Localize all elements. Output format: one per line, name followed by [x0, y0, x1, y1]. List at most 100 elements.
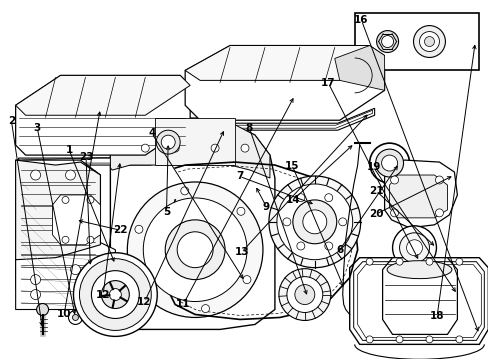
Text: 12: 12	[137, 297, 151, 307]
Polygon shape	[389, 175, 447, 218]
Circle shape	[31, 289, 41, 300]
Polygon shape	[155, 118, 235, 165]
Circle shape	[455, 336, 462, 343]
Circle shape	[381, 36, 393, 48]
Circle shape	[268, 176, 360, 268]
Circle shape	[381, 155, 397, 171]
Circle shape	[419, 32, 439, 51]
Text: 22: 22	[113, 225, 127, 235]
Bar	[354, 13, 478, 71]
Circle shape	[135, 225, 142, 233]
Circle shape	[72, 315, 78, 320]
Circle shape	[296, 242, 304, 250]
Circle shape	[413, 26, 445, 58]
Circle shape	[366, 258, 372, 265]
Circle shape	[87, 236, 94, 243]
Polygon shape	[16, 75, 190, 115]
Circle shape	[395, 336, 402, 343]
Circle shape	[70, 265, 81, 275]
Polygon shape	[185, 45, 384, 80]
Text: 15: 15	[285, 161, 299, 171]
Circle shape	[201, 305, 209, 312]
Circle shape	[435, 176, 443, 184]
Polygon shape	[382, 258, 456, 334]
Polygon shape	[384, 160, 456, 228]
Text: 17: 17	[321, 78, 335, 88]
Polygon shape	[19, 151, 185, 165]
Circle shape	[165, 220, 224, 280]
Circle shape	[406, 240, 422, 256]
Circle shape	[324, 242, 332, 250]
Circle shape	[87, 197, 94, 203]
Polygon shape	[52, 195, 100, 245]
Polygon shape	[334, 45, 384, 90]
Polygon shape	[185, 45, 384, 120]
Circle shape	[241, 144, 248, 152]
Circle shape	[127, 182, 263, 318]
Circle shape	[80, 259, 151, 330]
Circle shape	[161, 135, 175, 149]
Text: 4: 4	[148, 129, 155, 138]
Circle shape	[375, 149, 403, 177]
Circle shape	[283, 218, 290, 226]
Circle shape	[65, 170, 75, 180]
Circle shape	[91, 271, 139, 319]
Circle shape	[68, 310, 82, 324]
Circle shape	[37, 303, 48, 315]
Text: 2: 2	[8, 116, 15, 126]
Circle shape	[62, 197, 69, 203]
Circle shape	[455, 258, 462, 265]
Circle shape	[392, 226, 436, 270]
Polygon shape	[16, 160, 100, 289]
Circle shape	[156, 130, 180, 154]
Polygon shape	[110, 118, 274, 329]
Circle shape	[243, 276, 250, 284]
Text: 6: 6	[335, 245, 343, 255]
Text: 11: 11	[176, 299, 190, 309]
Circle shape	[399, 233, 428, 263]
Circle shape	[425, 258, 432, 265]
Circle shape	[276, 184, 352, 260]
Text: 1: 1	[65, 144, 72, 154]
Circle shape	[366, 336, 372, 343]
Text: 8: 8	[245, 123, 252, 133]
Text: 21: 21	[368, 186, 383, 196]
Text: 9: 9	[263, 202, 269, 212]
Polygon shape	[188, 108, 374, 130]
Circle shape	[390, 176, 398, 184]
Circle shape	[302, 210, 326, 234]
Ellipse shape	[386, 261, 451, 279]
Circle shape	[141, 144, 149, 152]
Circle shape	[85, 289, 95, 300]
Circle shape	[73, 253, 157, 336]
Circle shape	[181, 187, 188, 195]
Polygon shape	[16, 238, 115, 310]
Circle shape	[390, 209, 398, 217]
Circle shape	[177, 232, 213, 268]
Circle shape	[62, 236, 69, 243]
Text: 13: 13	[234, 247, 249, 257]
Circle shape	[292, 200, 336, 244]
Text: 12: 12	[96, 290, 110, 300]
Text: 16: 16	[353, 15, 368, 26]
Text: 19: 19	[366, 162, 380, 172]
Text: 10: 10	[57, 310, 71, 319]
Circle shape	[31, 275, 41, 285]
Circle shape	[109, 289, 121, 301]
Text: 7: 7	[235, 171, 243, 181]
Text: 18: 18	[429, 311, 444, 321]
Circle shape	[369, 143, 408, 183]
Circle shape	[435, 209, 443, 217]
Text: 20: 20	[368, 209, 383, 219]
Circle shape	[211, 144, 219, 152]
Polygon shape	[349, 258, 488, 345]
Circle shape	[286, 276, 322, 312]
Polygon shape	[16, 160, 100, 260]
Circle shape	[171, 144, 179, 152]
Circle shape	[294, 285, 314, 305]
Text: 5: 5	[163, 207, 170, 217]
Circle shape	[425, 336, 432, 343]
Polygon shape	[16, 75, 190, 155]
Circle shape	[31, 170, 41, 180]
Circle shape	[101, 280, 129, 309]
